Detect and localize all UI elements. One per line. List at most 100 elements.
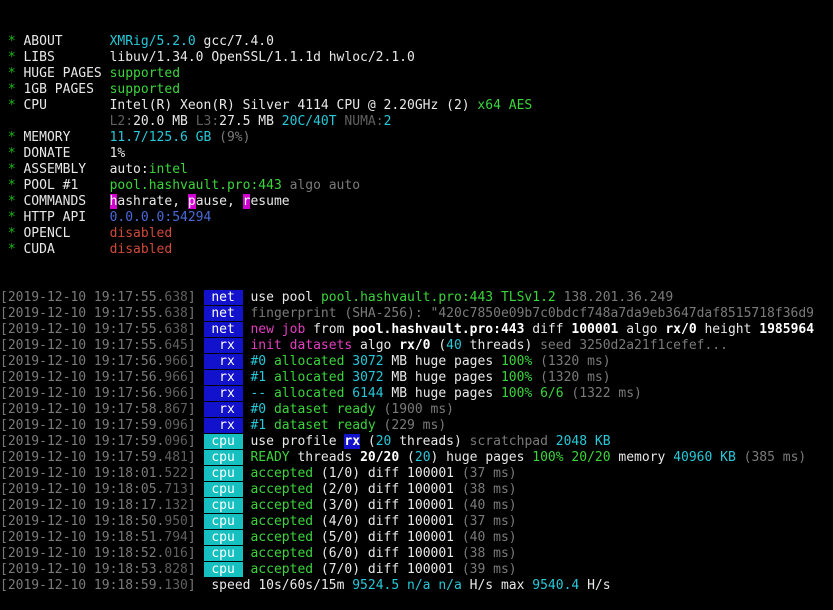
log-line: [2019-12-10 19:17:55.638] net new job fr…: [0, 322, 833, 338]
log-segment: threads): [461, 338, 533, 353]
log-line: [2019-12-10 19:18:52.016] cpu accepted (…: [0, 546, 833, 562]
log-segment: 3250d2a21f1cefef...: [579, 338, 728, 353]
log-segment: (1320 ms): [532, 370, 611, 385]
spacer: [243, 562, 251, 577]
log-timestamp-ms: 794: [164, 530, 188, 545]
command-pause-key[interactable]: p: [187, 194, 196, 209]
log-segment: 3072: [344, 370, 384, 385]
header-value-extra: intel: [148, 162, 188, 177]
log-segment: huge pages: [407, 370, 501, 385]
log-segment: use profile: [250, 434, 345, 449]
log-timestamp: [2019-12-10 19:17:59.: [0, 450, 165, 465]
spacer: [196, 290, 204, 305]
header-row: * HUGE PAGES supported: [0, 66, 833, 82]
log-segment: diff: [524, 322, 572, 337]
log-timestamp-end: ]: [187, 546, 196, 561]
terminal-output[interactable]: * ABOUT XMRig/5.2.0 gcc/7.4.0 * LIBS lib…: [0, 0, 833, 593]
header-row: * ABOUT XMRig/5.2.0 gcc/7.4.0: [0, 34, 833, 50]
log-timestamp-end: ]: [187, 322, 196, 337]
log-timestamp-ms: 638: [164, 290, 188, 305]
header-value: libuv/1.34.0 OpenSSL/1.1.1d hwloc/2.1.0: [109, 50, 415, 65]
log-segment: (38 ms): [454, 546, 517, 561]
log-segment: TLSv1.2: [500, 290, 556, 305]
log-tag-rx: rx: [203, 370, 243, 385]
log-tag-cpu: cpu: [203, 514, 243, 529]
log-segment: huge pages: [407, 386, 501, 401]
bullet-icon: *: [0, 34, 24, 49]
log-timestamp-end: ]: [187, 370, 196, 385]
log-segment: new job: [250, 322, 306, 337]
log-line: [2019-12-10 19:17:55.645] rx init datase…: [0, 338, 833, 354]
log-timestamp-ms: 638: [164, 306, 188, 321]
spacer: [196, 338, 204, 353]
log-line: [2019-12-10 19:18:17.132] cpu accepted (…: [0, 498, 833, 514]
log-timestamp-end: ]: [187, 514, 196, 529]
log-timestamp-end: ]: [187, 530, 196, 545]
log-timestamp-ms: 713: [164, 482, 188, 497]
log-timestamp-end: ]: [187, 418, 196, 433]
log-segment: 6/6: [532, 386, 564, 401]
log-tag-cpu: cpu: [203, 450, 243, 465]
log-segment: 138.201.36.249: [555, 290, 674, 305]
log-segment: accepted: [250, 466, 314, 481]
log-line: [2019-12-10 19:18:01.522] cpu accepted (…: [0, 466, 833, 482]
log-tag-cpu: cpu: [203, 466, 243, 481]
log-segment: (: [360, 434, 376, 449]
l3-label: L3:: [195, 114, 220, 129]
log-timestamp-ms: 950: [164, 514, 188, 529]
header-value: pool.hashvault.pro:443: [109, 178, 282, 193]
spacer: [196, 482, 204, 497]
log-segment: (385 ms): [735, 450, 807, 465]
log-segment: 20: [414, 450, 431, 465]
command-hashrate-key[interactable]: h: [109, 194, 118, 209]
log-segment: KB: [712, 450, 736, 465]
log-timestamp: [2019-12-10 19:17:55.: [0, 306, 165, 321]
log-segment: algo: [618, 322, 666, 337]
log-tag-cpu: cpu: [203, 530, 243, 545]
log-tag-cpu: cpu: [203, 546, 243, 561]
log-segment: (37 ms): [454, 514, 517, 529]
log-timestamp-end: ]: [187, 578, 196, 593]
log-segment: #0: [250, 354, 274, 369]
log-segment: 100%: [500, 370, 533, 385]
header-value-extra: x64 AES: [469, 98, 533, 113]
log-tag-badge: net: [203, 306, 243, 321]
bullet-icon: *: [0, 130, 24, 145]
spacer: [196, 530, 204, 545]
log-segment: 1985964: [759, 322, 815, 337]
command-resume-label[interactable]: esume: [250, 194, 290, 209]
cpu-topology: 20C/40T: [281, 114, 345, 129]
log-segment: n/a n/a: [407, 578, 462, 593]
command-resume-key[interactable]: r: [242, 194, 251, 209]
bullet-icon: *: [0, 146, 24, 161]
log-tag-badge: rx: [203, 354, 243, 369]
log-segment: 9540.4: [532, 578, 580, 593]
log-tag-badge: cpu: [203, 466, 243, 481]
header-label: POOL #1: [23, 178, 110, 193]
log-segment: max: [493, 578, 533, 593]
log-timestamp-ms: 638: [164, 322, 188, 337]
header-label: MEMORY: [23, 130, 110, 145]
log-timestamp: [2019-12-10 19:18:17.: [0, 498, 165, 513]
command-pause-label[interactable]: ause,: [195, 194, 243, 209]
header-row: * COMMANDS hashrate, pause, resume: [0, 194, 833, 210]
log-tag-badge: cpu: [203, 498, 243, 513]
log-timestamp-ms: 828: [164, 562, 188, 577]
xmrig-header-block: * ABOUT XMRig/5.2.0 gcc/7.4.0 * LIBS lib…: [0, 34, 833, 258]
log-segment: (1900 ms): [375, 402, 454, 417]
header-value-extra: algo auto: [281, 178, 361, 193]
header-row: * MEMORY 11.7/125.6 GB (9%): [0, 130, 833, 146]
log-segment: 100001: [407, 530, 455, 545]
log-timestamp-end: ]: [187, 498, 196, 513]
spacer: [243, 530, 251, 545]
command-hashrate-label[interactable]: ashrate,: [117, 194, 188, 209]
header-value: auto:: [109, 162, 149, 177]
log-line: [2019-12-10 19:18:53.828] cpu accepted (…: [0, 562, 833, 578]
log-segment: READY: [250, 450, 290, 465]
log-line: [2019-12-10 19:18:59.130] speed 10s/60s/…: [0, 578, 833, 594]
log-segment: 40960: [673, 450, 713, 465]
header-row: * LIBS libuv/1.34.0 OpenSSL/1.1.1d hwloc…: [0, 50, 833, 66]
header-value: supported: [109, 66, 181, 81]
log-line: [2019-12-10 19:17:58.867] rx #0 dataset …: [0, 402, 833, 418]
header-label: ABOUT: [23, 34, 110, 49]
